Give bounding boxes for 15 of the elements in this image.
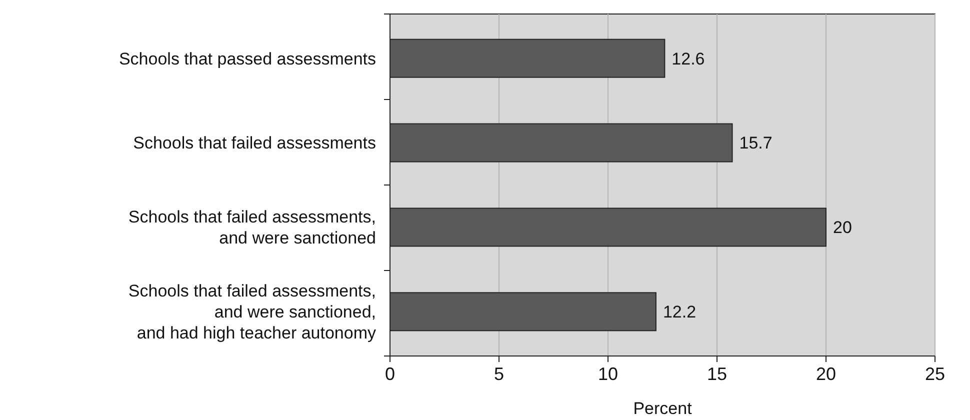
data-label: 20 — [833, 218, 852, 238]
data-label: 15.7 — [739, 134, 772, 153]
x-tick-label: 5 — [494, 364, 504, 384]
y-tick-label: Schools that failed assessments, and were sanctioned, and had high teacher autonomy — [128, 282, 376, 343]
x-tick-label: 10 — [598, 364, 618, 384]
x-tick-label: 15 — [706, 364, 728, 384]
x-tick-label: 20 — [816, 364, 836, 384]
x-tick-label: 0 — [384, 364, 396, 384]
x-axis-title: Percent — [633, 399, 692, 418]
data-label: 12.6 — [672, 49, 705, 68]
data-label: 12.2 — [662, 302, 696, 322]
y-tick-label: Schools that failed assessments, and were sanctioned — [128, 208, 376, 248]
y-tick-label: Schools that passed assessments — [118, 49, 376, 68]
x-tick-label: 25 — [924, 364, 946, 384]
y-tick-label: Schools that failed assessments — [133, 134, 376, 153]
